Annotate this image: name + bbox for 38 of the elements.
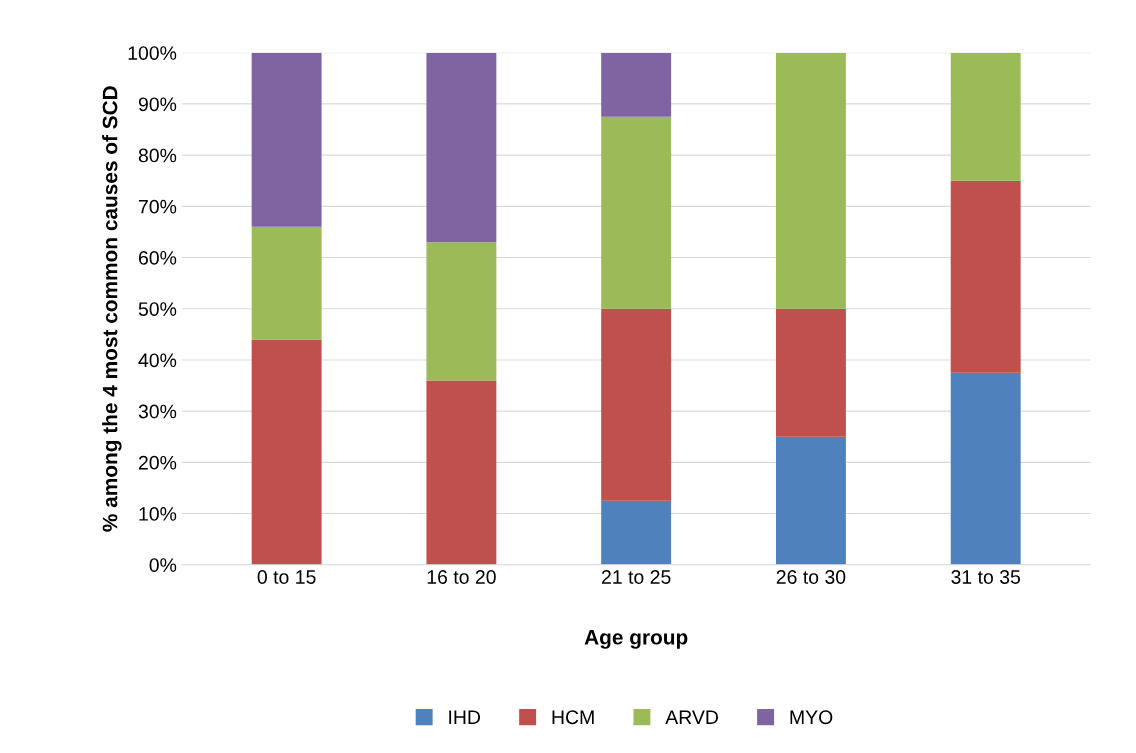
- bar: [775, 308, 846, 437]
- y-tick-label: 40%: [138, 353, 177, 368]
- y-tick-label: 70%: [138, 199, 177, 214]
- legend-label: MYO: [790, 710, 833, 725]
- bar: [950, 52, 1021, 181]
- y-tick-label: 50%: [138, 302, 177, 316]
- bar: [251, 339, 322, 565]
- legend-label: HCM: [552, 710, 594, 725]
- bar: [775, 52, 846, 309]
- y-tick-label: 30%: [138, 404, 177, 419]
- y-axis-title: % among the 4 most common causes of SCD: [102, 86, 122, 532]
- legend-label: ARVD: [665, 710, 719, 724]
- bar: [426, 52, 497, 243]
- y-tick-label: 10%: [139, 507, 177, 521]
- x-tick-label: 0 to 15: [257, 570, 316, 584]
- bar: [950, 372, 1021, 565]
- bar: [950, 180, 1021, 373]
- bar: [426, 242, 497, 381]
- bar: [601, 308, 672, 501]
- bar: [775, 436, 846, 565]
- bar: [601, 52, 672, 117]
- bar: [251, 226, 322, 340]
- x-tick-label: 16 to 20: [427, 570, 496, 584]
- x-axis-title: Age group: [584, 630, 688, 649]
- y-tick-label: 20%: [138, 455, 177, 470]
- y-tick-label: 80%: [138, 148, 177, 163]
- y-tick-label: 60%: [138, 250, 177, 265]
- x-tick-label: 26 to 30: [776, 570, 846, 584]
- bar: [251, 52, 322, 227]
- legend-label: IHD: [449, 710, 481, 724]
- y-tick-label: 90%: [138, 97, 177, 112]
- y-tick-label: 100%: [128, 46, 177, 60]
- y-tick-label: 0%: [149, 558, 177, 572]
- x-tick-label: 31 to 35: [951, 570, 1021, 584]
- bar: [601, 500, 672, 565]
- x-tick-label: 21 to 25: [602, 570, 671, 584]
- bar: [601, 116, 672, 309]
- bar: [426, 380, 497, 565]
